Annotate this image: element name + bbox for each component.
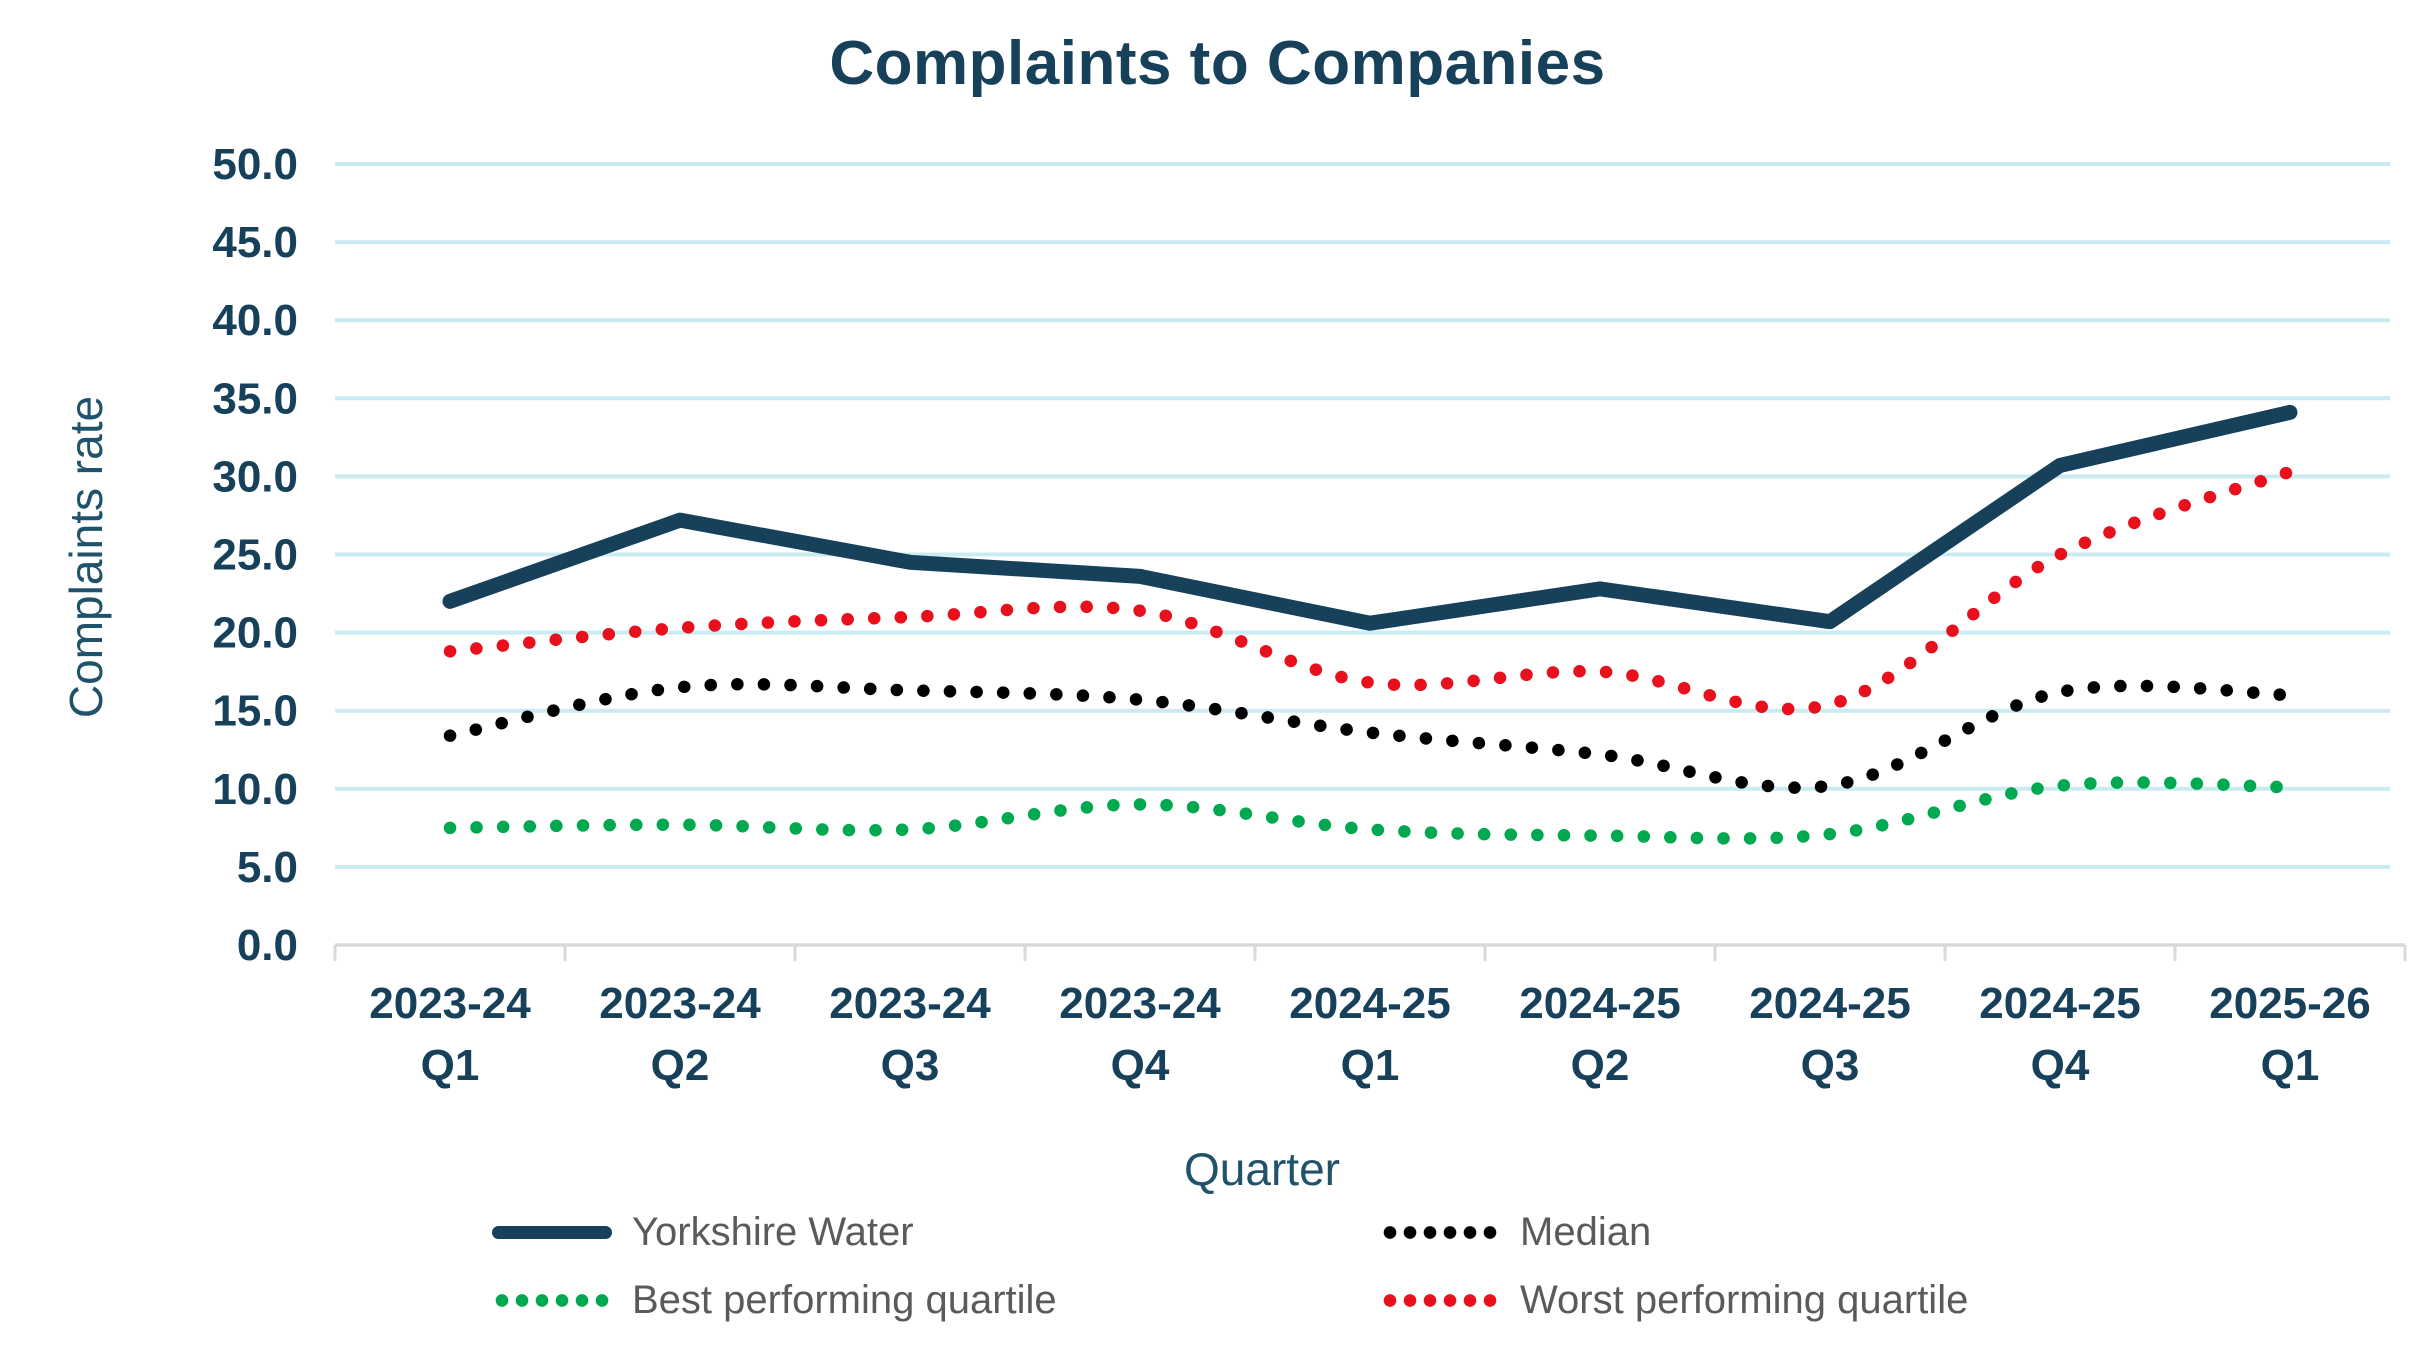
x-tick-label: 2023-24 Q1 [369,979,531,1090]
x-tick-label: 2024-25 Q3 [1749,979,1910,1090]
y-tick-label: 50.0 [212,140,298,189]
y-tick-label: 20.0 [212,609,298,658]
x-tick-label: 2023-24 Q4 [1059,979,1221,1090]
y-tick-label: 10.0 [212,765,298,814]
dotted-line-swatch-icon [1380,1293,1500,1307]
y-tick-label: 15.0 [212,687,298,736]
series-line-yorkshire-water [442,404,2298,631]
legend-item-median: Median [1380,1210,1651,1254]
x-tick-label: 2024-25 Q1 [1289,979,1450,1090]
dotted-line-swatch-icon [1380,1225,1500,1239]
dotted-line-swatch-icon [492,1293,612,1307]
x-tick-label: 2023-24 Q2 [599,979,761,1090]
legend-item-best-performing-quartile: Best performing quartile [492,1278,1057,1322]
legend-item-yorkshire-water: Yorkshire Water [492,1210,914,1254]
x-tick-label: 2025-26 Q1 [2209,979,2370,1090]
series-line-median [443,677,2297,794]
legend-item-label: Yorkshire Water [632,1210,914,1254]
chart-title: Complaints to Companies [829,29,1606,98]
legend-item-label: Best performing quartile [632,1278,1057,1322]
x-tick-label: 2023-24 Q3 [829,979,991,1090]
legend-item-worst-performing-quartile: Worst performing quartile [1380,1278,1968,1322]
x-tick-label: 2024-25 Q4 [1979,979,2140,1090]
legend-item-label: Median [1520,1210,1652,1254]
y-tick-label: 45.0 [212,218,298,267]
series-line-worst-performing-quartile [443,465,2297,716]
y-tick-label: 30.0 [212,452,298,501]
legend-item-label: Worst performing quartile [1520,1278,1969,1322]
solid-line-swatch-icon [492,1225,612,1239]
y-tick-label: 25.0 [212,531,298,580]
y-tick-label: 35.0 [212,374,298,423]
y-tick-label: 0.0 [237,921,298,970]
series-line-best-performing-quartile [443,776,2297,845]
x-axis-title: Quarter [1184,1143,1340,1195]
y-tick-label: 5.0 [237,843,298,892]
x-tick-label: 2024-25 Q2 [1519,979,1680,1090]
y-tick-label: 40.0 [212,296,298,345]
